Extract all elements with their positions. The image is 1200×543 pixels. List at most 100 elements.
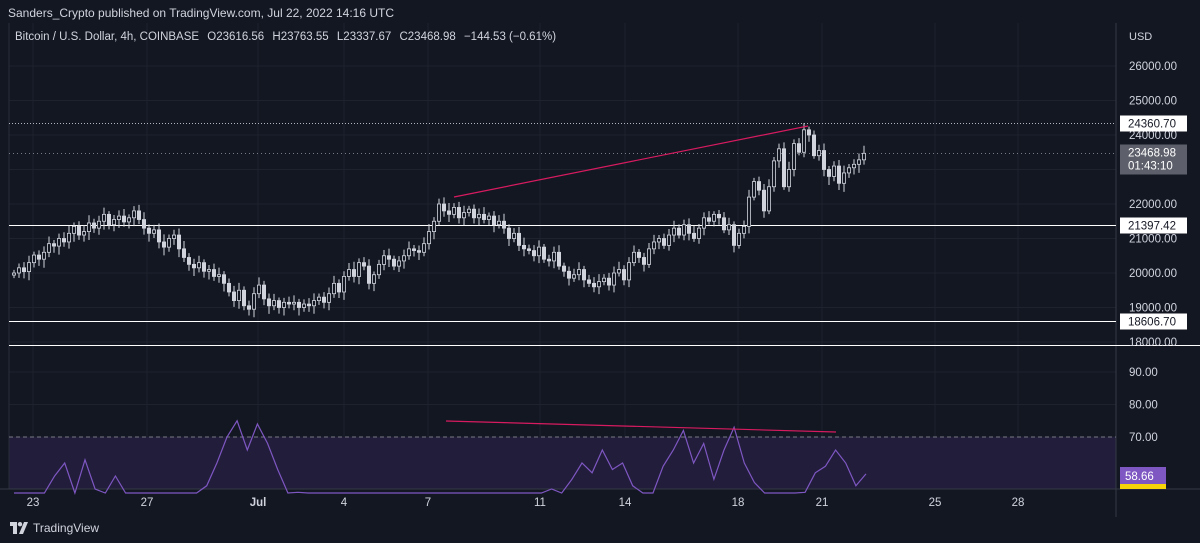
candle [532, 245, 537, 262]
candle-body-down [411, 248, 416, 251]
price-axis-ticks[interactable]: 26000.0025000.0024000.0023000.0022000.00… [1129, 61, 1177, 349]
rsi-trendline[interactable] [445, 420, 837, 433]
candle-body-down [456, 207, 461, 219]
candle [597, 274, 602, 295]
candle [201, 259, 206, 278]
time-tick-label[interactable]: 18 [732, 497, 745, 509]
candle-body-up [26, 262, 31, 273]
candle [642, 252, 647, 272]
candle [792, 139, 797, 177]
candle-body-down [136, 210, 141, 220]
candle [471, 204, 476, 224]
level-label-box [1120, 217, 1187, 234]
candle [401, 249, 406, 269]
candle-body-down [37, 254, 42, 260]
candle-body-up [702, 217, 707, 229]
time-tick-label[interactable]: 11 [534, 497, 546, 509]
candle-body-up [102, 213, 107, 222]
level-labels: 24360.70 21397.42 18606.70 [1120, 115, 1187, 330]
candle-body-down [176, 234, 181, 250]
candle [191, 258, 196, 277]
candle-body-up [787, 169, 792, 188]
horizontal-levels[interactable] [9, 123, 1200, 346]
candle [757, 176, 762, 196]
candle-body-up [486, 215, 491, 220]
candle [236, 282, 241, 309]
candle [156, 223, 161, 249]
candle [341, 271, 346, 300]
candle [572, 268, 577, 282]
candle-body-up [767, 186, 772, 212]
chart-frame[interactable]: Bitcoin / U.S. Dollar, 4h, COINBASE O236… [0, 23, 1200, 517]
chart-svg[interactable]: Bitcoin / U.S. Dollar, 4h, COINBASE O236… [0, 23, 1200, 517]
candle [847, 164, 852, 178]
candle [281, 297, 286, 316]
candle [211, 263, 216, 281]
change-value: −144.53 (−0.61%) [464, 31, 556, 43]
candle-body-up [131, 210, 136, 219]
candle [16, 263, 21, 278]
candle-body-down [226, 282, 231, 293]
candle [682, 219, 687, 241]
candle-body-up [281, 301, 286, 308]
open-label: O [207, 31, 216, 43]
candle [166, 234, 171, 252]
low-value: 23337.67 [343, 31, 391, 43]
candle-body-down [366, 265, 371, 284]
candle [727, 217, 732, 236]
time-tick-label[interactable]: 28 [1012, 497, 1025, 509]
candle [612, 266, 617, 293]
price-trendline[interactable] [453, 125, 809, 198]
level-label: 18606.70 [1128, 317, 1176, 329]
high-label: H [272, 31, 280, 43]
candle-body-down [241, 289, 246, 307]
candle-body-up [151, 229, 156, 234]
time-tick-label[interactable]: 23 [27, 497, 40, 509]
candle [607, 272, 612, 291]
candle-body-up [512, 232, 517, 239]
time-tick-label[interactable]: Jul [250, 497, 267, 509]
candle [416, 245, 421, 260]
candle [122, 209, 127, 227]
candle [577, 262, 582, 281]
candle [431, 217, 436, 240]
candle [266, 293, 271, 314]
candle-body-up [196, 262, 201, 269]
candle-body-down [732, 224, 737, 246]
candle [837, 160, 842, 191]
symbol-name: Bitcoin / U.S. Dollar, 4h, COINBASE [15, 31, 199, 43]
candle [391, 255, 396, 271]
candle [311, 293, 316, 314]
candle [406, 241, 411, 260]
candle-body-down [231, 291, 236, 302]
candle [331, 275, 336, 298]
footer[interactable]: TradingView [10, 520, 99, 536]
candle [692, 225, 697, 242]
candle [446, 202, 451, 222]
level-label-box [1120, 313, 1187, 330]
candle-body-up [251, 293, 256, 310]
price-tick-label: 25000.00 [1129, 96, 1177, 108]
candle-body-up [777, 148, 782, 162]
time-tick-label[interactable]: 14 [619, 497, 632, 509]
candle [777, 143, 782, 168]
candle [276, 297, 281, 314]
candle-body-up [727, 224, 732, 231]
time-axis[interactable]: 23 27 Jul 4 7 11 14 18 21 25 28 [27, 497, 1025, 509]
time-tick-label[interactable]: 4 [341, 497, 348, 509]
time-tick-label[interactable]: 21 [816, 497, 829, 509]
candle-body-up [346, 269, 351, 277]
candle [186, 253, 191, 271]
candle [672, 220, 677, 243]
time-tick-label[interactable]: 25 [929, 497, 942, 509]
candle [712, 211, 717, 227]
candle [857, 153, 862, 173]
candle [102, 207, 107, 230]
time-tick-label[interactable]: 27 [141, 497, 154, 509]
candle-body-down [562, 265, 567, 272]
candle [637, 249, 642, 263]
chart-background [0, 23, 1200, 517]
time-tick-label[interactable]: 7 [425, 497, 431, 509]
candle-body-up [597, 281, 602, 288]
candle-body-up [67, 232, 72, 243]
